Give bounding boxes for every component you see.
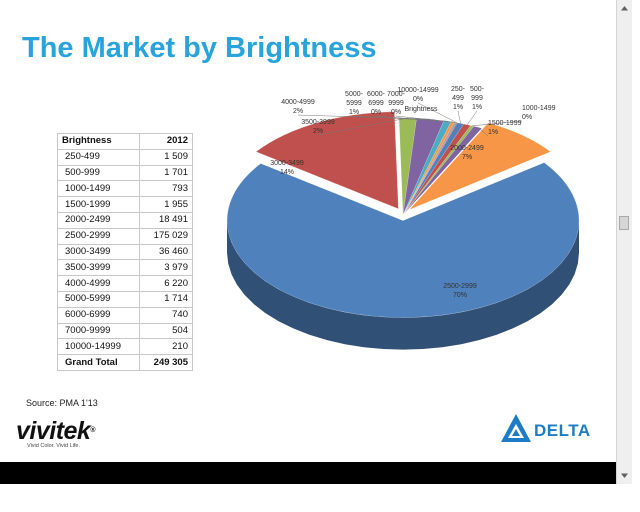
pie-label-7000-9999: 7000- 9999 0% — [387, 91, 406, 116]
pie-label-line: 5000- — [345, 91, 364, 98]
pie-label-line: 7% — [462, 154, 472, 161]
pie-label-line: 14% — [280, 169, 294, 176]
pie-slice-250-499 — [402, 122, 465, 216]
table-total-row: Grand Total 249 305 — [57, 354, 193, 371]
table-row: 5000-5999 1 714 — [57, 290, 193, 308]
slide: The Market by Brightness Brightness 2012… — [16, 32, 600, 452]
pie-leader-line-250-499 — [457, 110, 461, 124]
pie-label-line: 499 — [452, 95, 464, 102]
vivitek-registered-mark: ® — [90, 427, 96, 434]
table-row: 1000-1499 793 — [57, 180, 193, 198]
pie-label-line: 70% — [453, 292, 467, 299]
pie-slice-2500-2999-side — [227, 220, 579, 350]
pie-side-layer — [227, 220, 579, 350]
pie-leader-line-10000-14999 — [417, 102, 458, 123]
pie-leader-line-7000-9999 — [395, 115, 456, 123]
scroll-thumb[interactable] — [619, 216, 629, 230]
pie-leader-line-3500-3999 — [317, 117, 408, 136]
pie-label-line: 3000-3499 — [270, 160, 304, 167]
pie-label-line: 7000- — [387, 91, 406, 98]
pie-slice-2500-2999 — [226, 162, 580, 318]
bottom-bar — [0, 462, 616, 484]
pie-label-line: 1% — [349, 109, 359, 116]
pie-label-1000-1499: 1000-1499 0% — [522, 105, 556, 121]
pie-label-line: 2% — [293, 108, 303, 115]
table-row: 4000-4999 6 220 — [57, 275, 193, 292]
total-label: Grand Total — [57, 354, 140, 371]
vivitek-tagline: Vivid Color. Vivid Life. — [27, 443, 80, 449]
pie-slice-3000-3499 — [255, 111, 399, 210]
pie-label-line: 1000-1499 — [522, 105, 556, 112]
pie-label-line: 1% — [472, 104, 482, 111]
pie-leader-line-500-999 — [466, 110, 478, 125]
pie-label-line: 500- — [470, 86, 485, 93]
pie-leader-line-1500-1999 — [477, 127, 489, 137]
pie-label-line: 4000-4999 — [281, 99, 315, 106]
delta-logo: DELTA — [500, 412, 600, 444]
pie-label-line: 2000-2499 — [450, 145, 484, 152]
pie-label-line: 6999 — [368, 100, 384, 107]
table-row: 6000-6999 740 — [57, 306, 193, 324]
scroll-down-arrow-icon[interactable] — [617, 468, 632, 484]
pie-label-5000-5999: 5000- 5999 1% — [345, 91, 364, 116]
pie-slice-2000-2499 — [409, 122, 552, 210]
pie-label-line: 0% — [522, 114, 532, 121]
pie-label-250-499: 250- 499 1% — [451, 86, 466, 111]
row-value: 18 491 — [139, 211, 193, 229]
pie-label-line: 0% — [371, 109, 381, 116]
delta-wordmark: DELTA — [534, 421, 591, 440]
slide-title: The Market by Brightness — [22, 32, 377, 64]
source-note: Source: PMA 1'13 — [26, 398, 98, 408]
scroll-up-arrow-icon[interactable] — [617, 0, 632, 16]
pie-top-layer — [226, 111, 580, 318]
pie-label-6000-6999: 6000- 6999 0% — [367, 91, 386, 116]
brightness-table: Brightness 2012 250-499 1 509 500-999 1 70… — [57, 133, 193, 371]
pie-label-line: 2500-2999 — [443, 283, 477, 290]
pie-label-2500-2999: 2500-2999 70% — [443, 283, 477, 299]
pie-label-layer: 2000-2499 7% 2500-2999 70% 3000-3499 14% 250- 4… — [270, 86, 555, 299]
pie-label-line: 0% — [413, 96, 423, 103]
vivitek-logo: vivitek® Vivid Color. Vivid Life. — [16, 418, 116, 452]
pie-label-line: 1% — [488, 129, 498, 136]
pie-label-line: 999 — [471, 95, 483, 102]
pie-label-1500-1999: 1500-1999 1% — [488, 120, 522, 136]
vivitek-name: vivitek — [16, 417, 91, 445]
pie-chart-title: Brightness — [404, 106, 438, 113]
pie-label-10000-14999: 10000-14999 0% — [397, 87, 438, 103]
pie-label-line: 9999 — [388, 100, 404, 107]
pie-label-line: 10000-14999 — [397, 87, 438, 94]
pie-label-line: 0% — [391, 109, 401, 116]
table-row: 2500-2999 175 029 — [57, 227, 193, 245]
table-header-row: Brightness 2012 — [57, 133, 193, 150]
table-row: 2000-2499 18 491 — [57, 211, 193, 229]
vertical-scrollbar[interactable] — [616, 0, 632, 484]
pie-label-line: 6000- — [367, 91, 386, 98]
pie-label-4000-4999: 4000-4999 2% — [281, 99, 315, 115]
pie-leader-line-1000-1499 — [472, 120, 523, 127]
table-row: 500-999 1 701 — [57, 164, 193, 182]
pie-slice-500-999 — [402, 123, 472, 216]
pie-label-3000-3499: 3000-3499 14% — [270, 160, 304, 176]
pie-label-line: 1500-1999 — [488, 120, 522, 127]
pie-label-line: 250- — [451, 86, 466, 93]
pie-label-line: 1% — [453, 104, 463, 111]
row-value: 175 029 — [139, 227, 193, 245]
delta-triangle-icon — [501, 414, 531, 442]
pie-label-2000-2499: 2000-2499 7% — [450, 145, 484, 161]
brightness-pie-chart: 2000-2499 7% 2500-2999 70% 3000-3499 14% 250- 4… — [226, 86, 580, 350]
vivitek-wordmark: vivitek® — [16, 418, 95, 444]
pie-label-500-999: 500- 999 1% — [470, 86, 485, 111]
total-value: 249 305 — [139, 354, 193, 371]
pie-label-line: 2% — [313, 128, 323, 135]
pie-label-line: 3500-3999 — [301, 119, 335, 126]
pie-leader-line-6000-6999 — [375, 115, 453, 123]
pie-label-3500-3999: 3500-3999 2% — [301, 119, 335, 135]
pie-slice-1000-1499 — [402, 125, 475, 216]
pie-label-line: 5999 — [346, 100, 362, 107]
